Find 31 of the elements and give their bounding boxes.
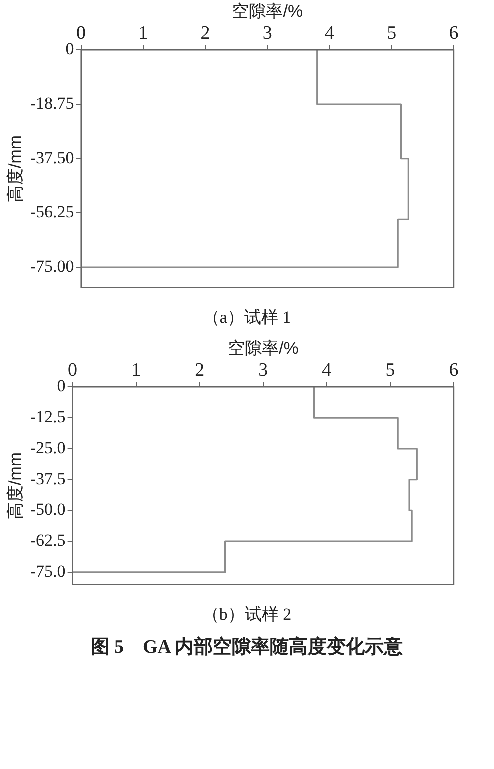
x-tick-label: 2 bbox=[195, 360, 205, 381]
text: （b）试样 2 bbox=[201, 604, 293, 626]
y-tick-label: -25.0 bbox=[30, 438, 66, 458]
y-tick-label: -18.75 bbox=[30, 94, 74, 113]
x-tick-label: 3 bbox=[262, 22, 272, 44]
y-tick-label: -75.0 bbox=[30, 562, 66, 581]
y-axis-title: 高度/mm bbox=[6, 452, 25, 520]
x-tick-label: 1 bbox=[132, 360, 142, 381]
y-tick-label: 0 bbox=[66, 40, 74, 59]
x-axis-title: 空隙率/% bbox=[228, 338, 299, 358]
y-tick-label: -37.5 bbox=[30, 469, 66, 488]
x-tick-label: 4 bbox=[322, 360, 332, 381]
y-tick-label: -75.00 bbox=[30, 256, 74, 276]
y-tick-label: -50.0 bbox=[30, 500, 66, 520]
x-tick-label: 4 bbox=[325, 22, 336, 44]
y-tick-label: -12.5 bbox=[30, 408, 66, 427]
x-tick-label: 5 bbox=[387, 22, 397, 44]
text: （a）试样 1 bbox=[202, 307, 292, 329]
y-tick-label: 0 bbox=[57, 376, 66, 396]
x-tick-label: 5 bbox=[386, 360, 396, 381]
x-axis-title: 空隙率/% bbox=[232, 2, 304, 21]
y-tick-label: -62.5 bbox=[30, 531, 66, 550]
y-tick-label: -56.25 bbox=[30, 202, 74, 222]
x-tick-label: 6 bbox=[449, 22, 459, 44]
y-axis-title: 高度/mm bbox=[6, 135, 25, 203]
caption: 图 5 GA 内部空隙率随高度变化示意 bbox=[90, 636, 404, 660]
y-tick-label: -37.50 bbox=[30, 148, 74, 168]
x-tick-label: 2 bbox=[200, 22, 210, 44]
x-tick-label: 6 bbox=[449, 360, 459, 381]
x-tick-label: 3 bbox=[258, 360, 268, 381]
x-tick-label: 1 bbox=[138, 22, 148, 44]
